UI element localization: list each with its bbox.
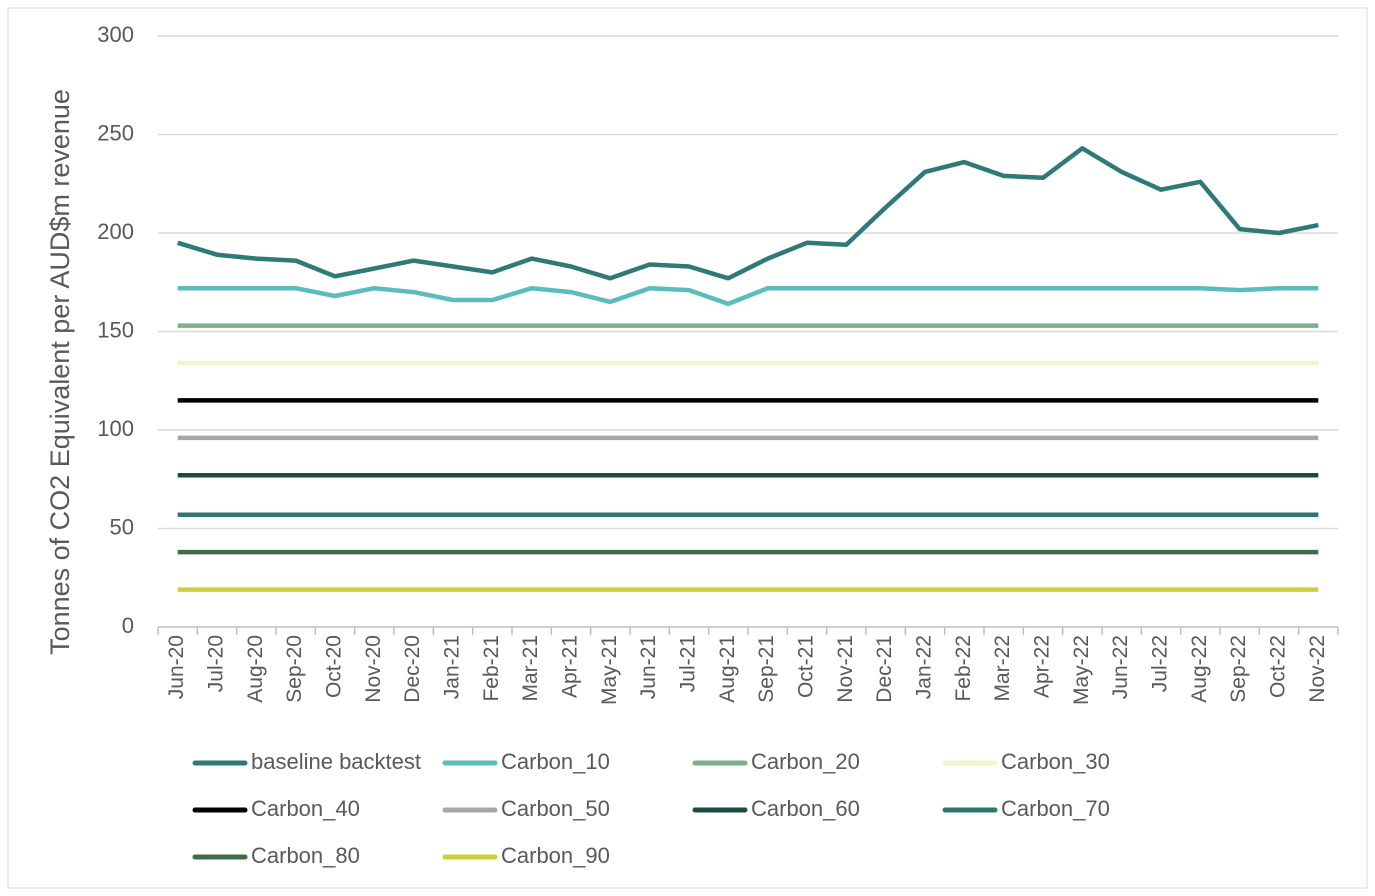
x-tick-label: Jan-21	[441, 635, 464, 699]
x-tick-label: Feb-21	[480, 635, 503, 702]
y-tick-label: 100	[97, 416, 134, 441]
series-line	[177, 146, 1319, 281]
x-tick-label: Jul-22	[1149, 635, 1172, 692]
y-tick-label: 300	[97, 22, 134, 47]
x-tick-label: Aug-20	[244, 635, 267, 703]
y-axis-title: Tonnes of CO2 Equivalent per AUD$m reven…	[45, 89, 75, 655]
x-tick-label: Dec-21	[873, 635, 896, 703]
legend-label: Carbon_20	[751, 749, 860, 774]
legend-label: Carbon_80	[251, 843, 360, 868]
y-tick-label: 200	[97, 219, 134, 244]
x-tick-label: Nov-21	[834, 635, 857, 703]
legend-label: Carbon_60	[751, 796, 860, 821]
x-tick-label: Nov-20	[362, 635, 385, 703]
x-tick-label: Sep-22	[1227, 635, 1250, 703]
x-tick-label: Nov-22	[1306, 635, 1329, 703]
x-tick-label: May-22	[1070, 635, 1093, 705]
x-tick-label: Jun-20	[165, 635, 188, 699]
x-tick-label: Jul-21	[677, 635, 700, 692]
y-tick-label: 150	[97, 317, 134, 342]
x-tick-label: Sep-21	[755, 635, 778, 703]
x-tick-label: Mar-21	[519, 635, 542, 702]
x-tick-label: Oct-22	[1267, 635, 1290, 698]
y-tick-label: 50	[110, 514, 134, 539]
x-tick-label: Feb-22	[952, 635, 975, 702]
legend-label: Carbon_50	[501, 796, 610, 821]
series-line	[177, 285, 1319, 307]
legend-label: Carbon_40	[251, 796, 360, 821]
chart-border	[7, 7, 1368, 889]
legend-label: Carbon_90	[501, 843, 610, 868]
x-tick-label: Jul-20	[205, 635, 228, 692]
y-tick-label: 250	[97, 120, 134, 145]
x-tick-label: Aug-22	[1188, 635, 1211, 703]
x-tick-label: Jun-22	[1109, 635, 1132, 699]
x-tick-label: Apr-22	[1031, 635, 1054, 698]
x-tick-label: Oct-20	[323, 635, 346, 698]
x-tick-label: Sep-20	[283, 635, 306, 703]
x-tick-label: Jun-21	[637, 635, 660, 699]
x-tick-label: Dec-20	[401, 635, 424, 703]
x-tick-label: Mar-22	[991, 635, 1014, 702]
legend-label: Carbon_10	[501, 749, 610, 774]
x-tick-label: Jan-22	[913, 635, 936, 699]
x-tick-label: Oct-21	[795, 635, 818, 698]
x-tick-label: May-21	[598, 635, 621, 705]
x-tick-label: Aug-21	[716, 635, 739, 703]
x-tick-label: Apr-21	[559, 635, 582, 698]
legend-label: baseline backtest	[251, 749, 421, 774]
y-tick-label: 0	[122, 613, 134, 638]
legend-label: Carbon_70	[1001, 796, 1110, 821]
legend-label: Carbon_30	[1001, 749, 1110, 774]
